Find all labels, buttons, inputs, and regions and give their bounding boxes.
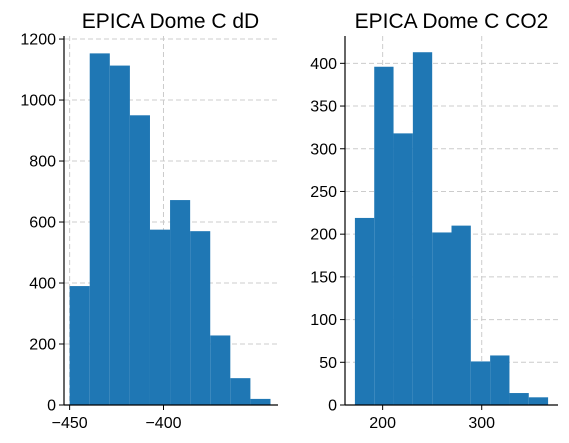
y-tick-label: 250 bbox=[310, 184, 337, 201]
y-tick-label: 200 bbox=[29, 337, 56, 354]
histogram-bar bbox=[250, 398, 271, 405]
histogram-dd-panel: EPICA Dome C dD 0 200 400 600 800 1000 1200 −45… bbox=[20, 10, 278, 432]
y-tick-label: 50 bbox=[319, 355, 337, 372]
histogram-bar bbox=[354, 217, 375, 405]
histogram-bar bbox=[393, 133, 413, 405]
histogram-bar bbox=[432, 232, 452, 405]
histogram-bar bbox=[129, 115, 150, 406]
histogram-bar bbox=[69, 286, 90, 405]
histogram-bar bbox=[210, 335, 231, 405]
histogram-bar bbox=[89, 53, 110, 406]
y-tick-label: 1200 bbox=[20, 32, 56, 49]
y-tick-label: 150 bbox=[310, 269, 337, 286]
histogram-bar bbox=[149, 229, 171, 405]
y-tick-label: 800 bbox=[29, 154, 56, 171]
y-tick-label: 200 bbox=[310, 227, 337, 244]
y-tick-label: 600 bbox=[29, 215, 56, 232]
histogram-bar bbox=[412, 52, 433, 406]
histogram-bar bbox=[109, 65, 130, 405]
x-tick-label: −450 bbox=[52, 415, 88, 432]
histogram-bar bbox=[170, 200, 191, 405]
chart-title: EPICA Dome C dD bbox=[82, 10, 259, 33]
x-tick-label: 200 bbox=[369, 415, 396, 432]
histogram-bar bbox=[470, 361, 491, 405]
y-tick-label: 400 bbox=[29, 276, 56, 293]
histogram-bar bbox=[374, 66, 394, 405]
y-tick-label: 1000 bbox=[20, 93, 56, 110]
histogram-bar bbox=[528, 397, 549, 405]
y-tick-label: 0 bbox=[47, 398, 56, 415]
y-tick-label: 100 bbox=[310, 312, 337, 329]
y-tick-label: 0 bbox=[328, 398, 337, 415]
y-tick-label: 350 bbox=[310, 99, 337, 116]
y-tick-label: 400 bbox=[310, 56, 337, 73]
histogram-co2-panel: EPICA Dome C CO2 0 50 100 150 200 250 300 350 40… bbox=[310, 10, 558, 432]
histogram-bar bbox=[451, 225, 471, 405]
histogram-bar bbox=[490, 355, 510, 405]
x-tick-label: 300 bbox=[468, 415, 495, 432]
x-tick-label: −400 bbox=[145, 415, 181, 432]
histogram-bar bbox=[190, 231, 211, 405]
chart-title: EPICA Dome C CO2 bbox=[355, 10, 549, 33]
histogram-bar bbox=[509, 393, 529, 405]
y-tick-label: 300 bbox=[310, 141, 337, 158]
histogram-bar bbox=[230, 378, 251, 405]
